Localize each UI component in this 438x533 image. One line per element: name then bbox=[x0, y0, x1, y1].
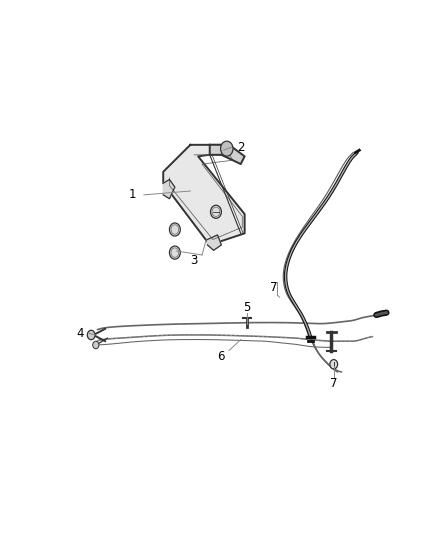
Polygon shape bbox=[163, 145, 245, 245]
Text: 1: 1 bbox=[128, 188, 136, 201]
Text: 5: 5 bbox=[243, 301, 251, 314]
Text: 6: 6 bbox=[218, 350, 225, 363]
Text: 4: 4 bbox=[77, 327, 84, 340]
Polygon shape bbox=[210, 145, 245, 164]
Text: 2: 2 bbox=[237, 141, 244, 154]
Circle shape bbox=[170, 246, 180, 259]
Text: 7: 7 bbox=[330, 377, 337, 390]
Circle shape bbox=[93, 341, 99, 349]
Polygon shape bbox=[208, 235, 221, 251]
Circle shape bbox=[87, 330, 95, 340]
Circle shape bbox=[330, 360, 338, 369]
Text: 3: 3 bbox=[191, 254, 198, 267]
Circle shape bbox=[221, 141, 233, 156]
Text: 7: 7 bbox=[270, 281, 278, 294]
Circle shape bbox=[211, 205, 221, 219]
Polygon shape bbox=[163, 180, 175, 199]
Circle shape bbox=[170, 223, 180, 236]
